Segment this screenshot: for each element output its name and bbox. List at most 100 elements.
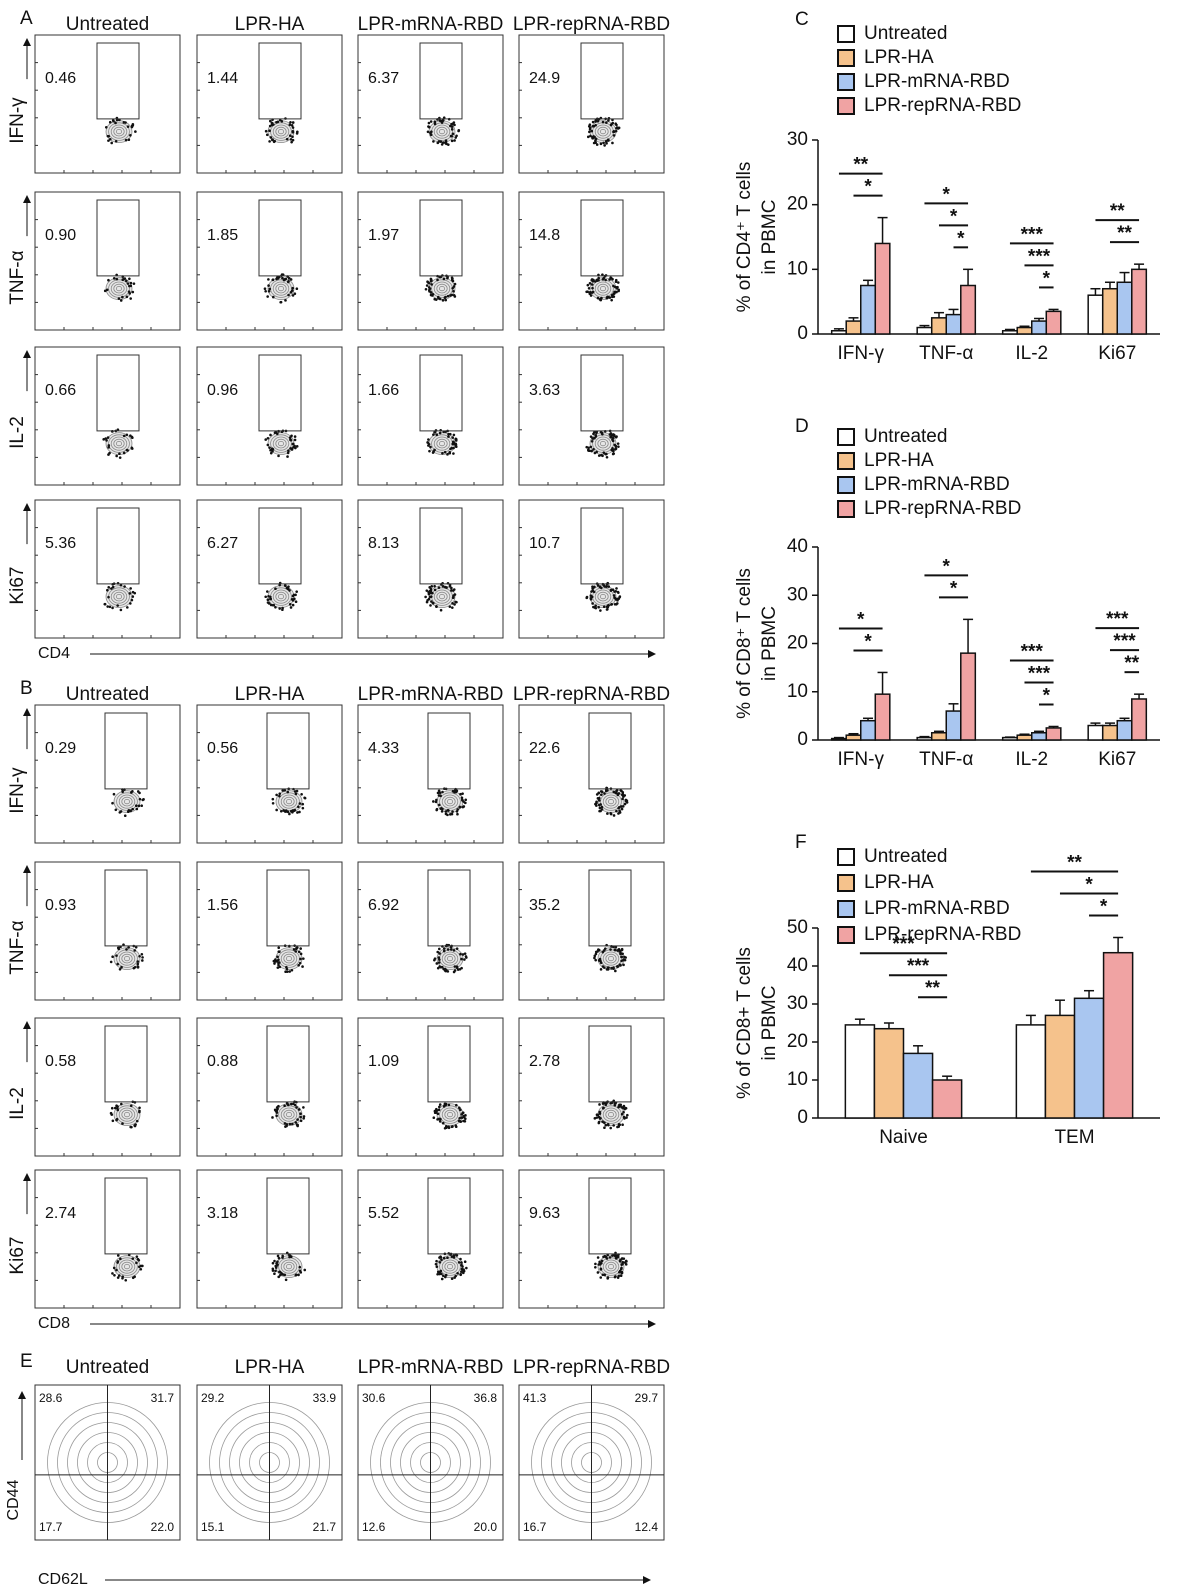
- event-dot: [452, 949, 456, 952]
- event-dot: [438, 1105, 441, 1109]
- event-dot: [112, 277, 116, 280]
- event-dot: [595, 143, 599, 146]
- event-dot: [586, 135, 590, 139]
- plot-frame: [518, 861, 665, 1001]
- event-dot: [286, 455, 289, 458]
- event-dot: [449, 948, 453, 951]
- contour: [608, 1264, 615, 1270]
- row-label: IFN-γ: [7, 767, 28, 814]
- event-dot: [268, 129, 271, 132]
- event-dot: [290, 140, 293, 144]
- event-dot: [443, 1102, 447, 1106]
- event-dot: [453, 282, 457, 286]
- event-dot: [289, 438, 293, 442]
- legend-label: LPR-repRNA-RBD: [864, 95, 1021, 116]
- contour: [108, 122, 130, 141]
- event-dot: [295, 590, 298, 593]
- event-dot: [271, 1267, 275, 1271]
- x-tick-label: IFN-γ: [838, 343, 885, 364]
- gate: [96, 507, 140, 585]
- plot-frame: [518, 704, 665, 844]
- event-dot: [590, 449, 593, 453]
- event-dot: [438, 431, 442, 435]
- bar: [1031, 732, 1048, 741]
- event-dot: [141, 959, 144, 962]
- event-dot: [446, 1256, 449, 1260]
- contour: [113, 438, 125, 449]
- event-dot: [429, 587, 433, 591]
- event-dot: [446, 453, 449, 456]
- event-dot: [300, 793, 303, 796]
- gate-percent: 24.9: [529, 70, 560, 87]
- legend-label: LPR-HA: [864, 47, 934, 68]
- event-dot: [450, 125, 454, 129]
- event-dot: [287, 277, 291, 280]
- event-dot: [604, 1103, 608, 1107]
- event-dot: [292, 445, 295, 449]
- plot-frame: [34, 861, 181, 1001]
- event-dot: [450, 586, 453, 590]
- plot-frame: [196, 34, 343, 174]
- contour: [277, 440, 284, 447]
- event-dot: [433, 588, 437, 592]
- event-dot: [594, 434, 598, 437]
- gate: [588, 712, 632, 790]
- event-dot: [274, 1266, 278, 1269]
- event-dot: [440, 121, 444, 124]
- contour: [444, 1109, 456, 1120]
- event-dot: [597, 1121, 601, 1125]
- plot-frame: [518, 34, 665, 174]
- event-dot: [447, 1103, 451, 1107]
- event-dot: [430, 585, 434, 588]
- bar: [1101, 724, 1118, 741]
- gate: [580, 199, 624, 277]
- event-dot: [619, 1258, 622, 1262]
- event-dot: [297, 1273, 300, 1277]
- contour: [600, 285, 607, 292]
- event-dot: [615, 587, 618, 590]
- contour: [116, 129, 123, 135]
- event-dot: [615, 290, 618, 294]
- event-dot: [622, 795, 625, 798]
- event-dot: [270, 123, 274, 127]
- y-axis-label: % of CD4⁺ T cells: [734, 162, 755, 313]
- event-dot: [277, 950, 281, 953]
- bar: [1001, 736, 1018, 741]
- event-dot: [612, 284, 615, 288]
- event-dot: [593, 1117, 597, 1120]
- event-dot: [599, 790, 603, 793]
- event-dot: [273, 139, 277, 143]
- event-dot: [120, 965, 123, 969]
- event-dot: [277, 1256, 281, 1260]
- event-dot: [619, 805, 623, 808]
- event-dot: [599, 803, 602, 806]
- event-dot: [438, 1103, 442, 1106]
- event-dot: [126, 606, 129, 609]
- event-dot: [279, 300, 282, 304]
- event-dot: [599, 609, 602, 612]
- contour: [439, 1257, 461, 1276]
- event-dot: [443, 967, 447, 971]
- event-dot: [270, 448, 274, 452]
- event-dot: [440, 810, 444, 813]
- event-dot: [141, 956, 144, 959]
- event-dot: [432, 140, 435, 143]
- event-dot: [121, 278, 125, 282]
- contour: [602, 1259, 620, 1274]
- contour: [283, 953, 295, 964]
- bar: [1073, 997, 1105, 1119]
- event-dot: [616, 965, 619, 968]
- event-dot: [460, 1263, 463, 1267]
- event-dot: [598, 799, 601, 802]
- gate: [104, 712, 148, 790]
- significance-label: ***: [1113, 631, 1136, 652]
- event-dot: [600, 805, 604, 809]
- legend-swatch: [837, 500, 855, 518]
- gate: [258, 354, 302, 432]
- event-dot: [437, 140, 441, 143]
- event-dot: [288, 1254, 292, 1258]
- event-dot: [303, 1268, 307, 1272]
- event-dot: [436, 278, 439, 282]
- row-label: Ki67: [7, 1237, 28, 1275]
- significance-label: *: [950, 578, 958, 599]
